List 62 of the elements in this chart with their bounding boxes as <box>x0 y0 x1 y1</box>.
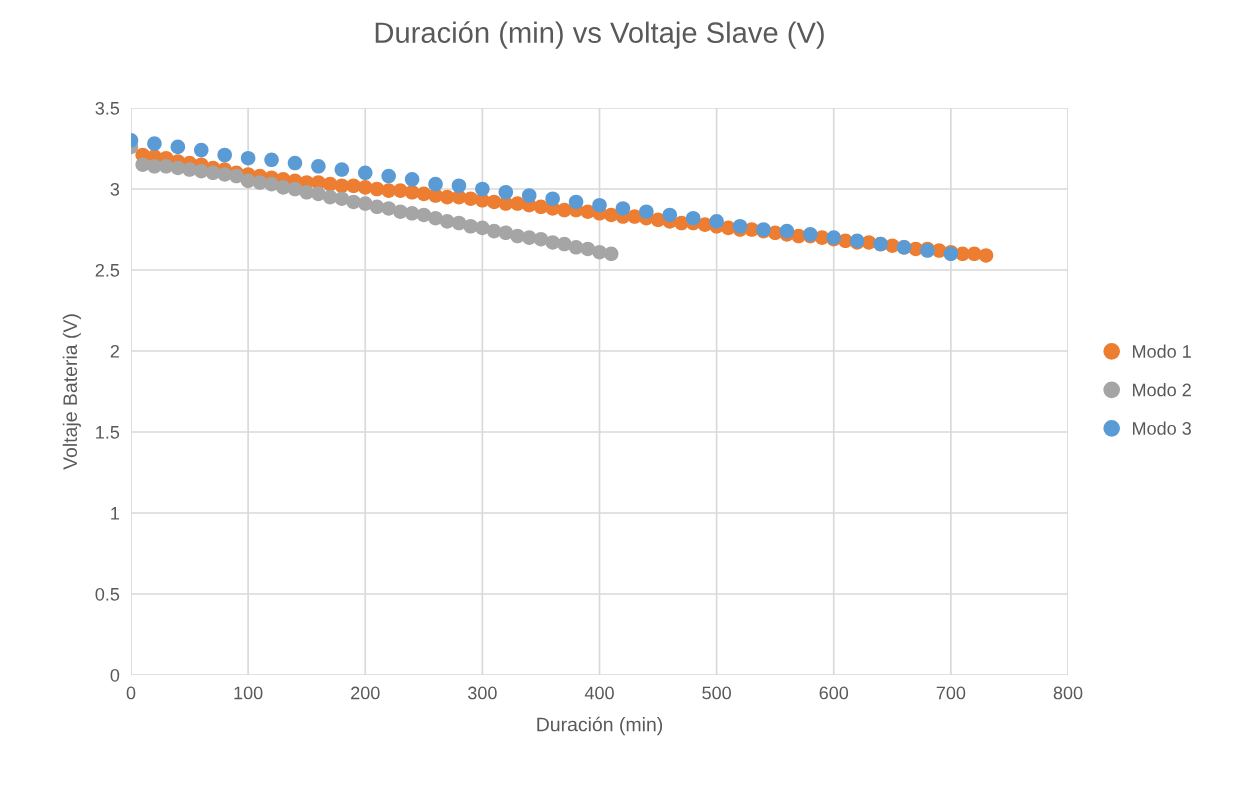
point <box>521 188 537 203</box>
point <box>779 223 795 239</box>
x-tick-label: 700 <box>936 686 966 700</box>
x-tick-label: 500 <box>702 686 731 700</box>
y-tick-label: 3 <box>110 182 120 196</box>
point <box>557 236 572 252</box>
point <box>158 159 174 174</box>
point <box>498 225 514 241</box>
point <box>170 139 186 155</box>
point <box>603 246 619 262</box>
point <box>357 196 373 211</box>
point <box>311 159 326 174</box>
point <box>381 168 396 184</box>
point <box>498 184 514 200</box>
y-tick-label: 0 <box>110 668 120 682</box>
y-tick-label: 0.5 <box>95 587 120 601</box>
x-tick-label: 300 <box>468 686 497 700</box>
point <box>428 210 443 226</box>
point <box>475 181 490 197</box>
legend-label: Modo 1 <box>1133 344 1191 358</box>
point <box>334 191 350 206</box>
point <box>639 204 654 219</box>
point <box>592 197 607 213</box>
point <box>217 147 232 163</box>
point <box>732 218 748 234</box>
x-axis-title: Duración (min) <box>537 716 663 736</box>
y-tick-label: 2.5 <box>95 263 120 277</box>
point <box>475 220 490 236</box>
x-tick-label: 800 <box>1053 686 1083 700</box>
point <box>264 152 279 168</box>
point <box>545 191 560 206</box>
point <box>533 231 549 247</box>
x-tick-label: 100 <box>234 686 263 700</box>
point <box>615 201 631 216</box>
y-tick-label: 1 <box>111 507 120 520</box>
y-tick-label: 1.5 <box>96 426 120 439</box>
y-axis-title: Voltaje Bateria (V) <box>62 314 81 470</box>
point <box>287 155 303 171</box>
x-tick-label: 200 <box>351 686 380 700</box>
point <box>334 162 350 177</box>
point <box>147 136 162 151</box>
point <box>568 194 584 210</box>
point <box>240 150 256 166</box>
point <box>451 178 467 194</box>
point <box>404 172 420 187</box>
x-tick-label: 400 <box>584 686 614 700</box>
point <box>311 186 326 202</box>
y-tick-label: 3.5 <box>95 101 120 115</box>
point <box>287 181 303 197</box>
point <box>662 207 678 223</box>
point <box>357 165 373 181</box>
x-tick-label: 600 <box>819 686 849 700</box>
y-tick-label: 2 <box>110 344 119 358</box>
chart-title: Duración (min) vs Voltaje Slave (V) <box>375 21 824 49</box>
x-tick-label: 0 <box>126 686 136 700</box>
point <box>709 214 724 229</box>
legend-label: Modo 2 <box>1133 383 1191 397</box>
point <box>451 215 467 231</box>
point <box>685 210 701 226</box>
point <box>193 142 209 158</box>
point <box>428 176 443 192</box>
legend-label: Modo 3 <box>1133 421 1191 435</box>
